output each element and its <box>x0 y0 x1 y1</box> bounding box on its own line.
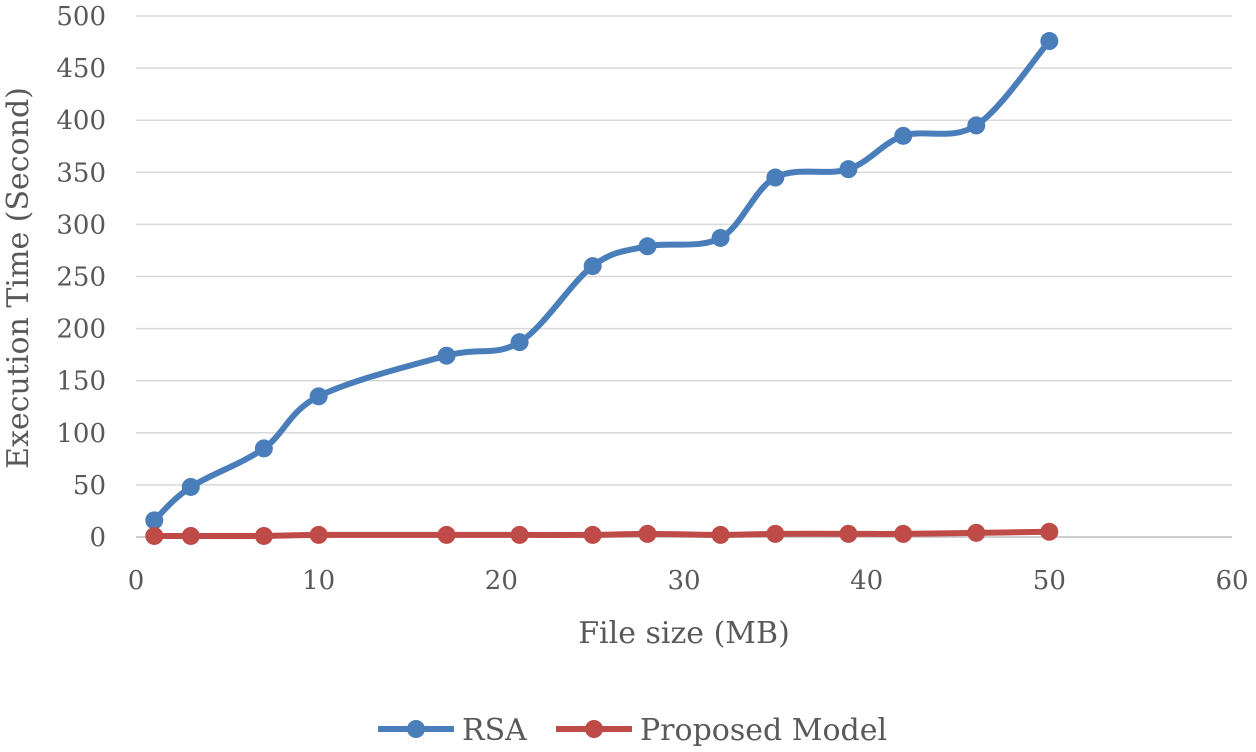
series-line <box>151 528 1053 540</box>
series-line <box>151 38 1053 524</box>
data-point <box>254 439 273 458</box>
y-tick-label: 300 <box>56 210 106 240</box>
data-point <box>145 511 164 530</box>
data-point <box>1040 32 1059 51</box>
y-tick-label: 400 <box>56 106 106 136</box>
data-point <box>894 524 913 543</box>
data-point <box>894 126 913 145</box>
data-point <box>839 160 858 179</box>
x-tick-label: 50 <box>1033 566 1066 596</box>
data-point <box>510 525 529 544</box>
x-tick-label: 20 <box>485 566 518 596</box>
data-point <box>583 525 602 544</box>
legend-item: RSA <box>378 713 527 748</box>
data-point <box>711 525 730 544</box>
data-point <box>181 477 200 496</box>
data-point <box>638 237 657 256</box>
data-point <box>967 116 986 135</box>
data-point <box>583 257 602 276</box>
x-tick-label: 10 <box>302 566 335 596</box>
series-rsa <box>145 32 1059 530</box>
legend-swatch-marker <box>585 720 603 738</box>
y-axis-title: Execution Time (Second) <box>1 87 36 469</box>
y-tick-label: 500 <box>56 2 106 32</box>
y-tick-label: 0 <box>89 523 106 553</box>
legend-swatch-marker <box>407 720 425 738</box>
gridlines <box>136 15 1232 538</box>
y-tick-label: 200 <box>56 315 106 345</box>
data-point <box>145 526 164 545</box>
y-tick-label: 450 <box>56 54 106 84</box>
data-point <box>711 228 730 247</box>
legend-item: Proposed Model <box>556 713 887 748</box>
x-tick-label: 0 <box>128 566 145 596</box>
y-axis-ticks: 0 50 100 150 200 250 300 350 400 450 500 <box>56 2 106 553</box>
legend-label: Proposed Model <box>640 713 887 748</box>
data-point <box>437 525 456 544</box>
y-tick-label: 50 <box>73 471 106 501</box>
series-proposed-model <box>145 522 1059 545</box>
legend-label: RSA <box>462 713 527 748</box>
data-point <box>437 346 456 365</box>
x-axis-title: File size (MB) <box>578 616 790 651</box>
x-axis-ticks: 0 10 20 30 40 50 60 <box>128 566 1249 596</box>
data-point <box>1040 522 1059 541</box>
x-tick-label: 40 <box>850 566 883 596</box>
data-point <box>254 526 273 545</box>
x-tick-label: 60 <box>1215 566 1248 596</box>
data-point <box>181 526 200 545</box>
data-point <box>839 524 858 543</box>
y-tick-label: 250 <box>56 263 106 293</box>
data-point <box>766 168 785 187</box>
y-tick-label: 100 <box>56 419 106 449</box>
y-tick-label: 150 <box>56 367 106 397</box>
data-point <box>309 387 328 406</box>
data-point <box>967 523 986 542</box>
data-point <box>638 524 657 543</box>
data-point <box>766 524 785 543</box>
data-point <box>510 333 529 352</box>
x-tick-label: 30 <box>667 566 700 596</box>
data-point <box>309 525 328 544</box>
series-layer <box>145 32 1059 545</box>
legend: RSA Proposed Model <box>378 713 887 748</box>
y-tick-label: 350 <box>56 158 106 188</box>
